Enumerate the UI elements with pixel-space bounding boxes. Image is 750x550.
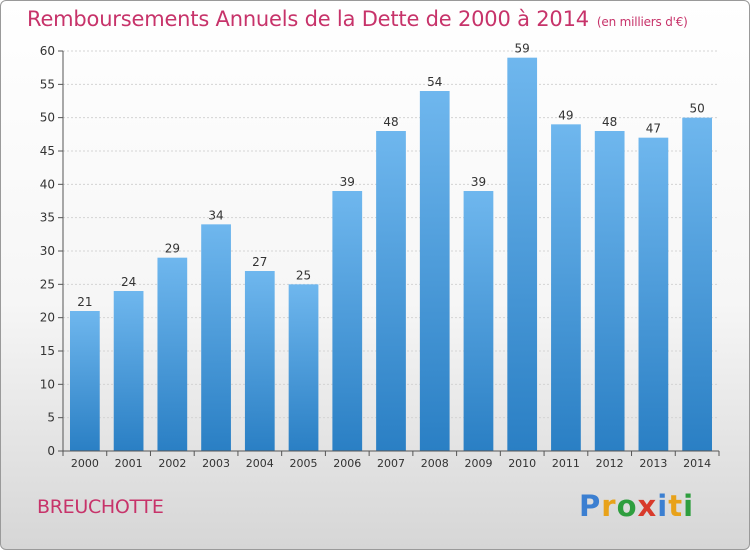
y-tick-label: 55: [40, 77, 55, 91]
y-tick-label: 5: [47, 411, 55, 425]
data-label-2013: 47: [646, 122, 661, 136]
data-label-2000: 21: [77, 295, 92, 309]
proxiti-logo: Proxiti: [579, 489, 694, 523]
data-label-2014: 50: [689, 102, 704, 116]
bar-2014: [682, 117, 713, 452]
y-tick-label: 20: [40, 311, 55, 325]
y-tick-label: 45: [40, 144, 55, 158]
data-label-2006: 39: [340, 175, 355, 189]
x-tick-label: 2009: [464, 457, 492, 470]
logo-letter: P: [579, 489, 602, 523]
bar-2012: [594, 131, 625, 451]
data-label-2007: 48: [383, 115, 398, 129]
bar-2008: [419, 91, 450, 451]
bar-2002: [157, 257, 188, 451]
y-axis: 0 5 10 15 20 25 30 35 40 45 50 55 60: [40, 44, 64, 458]
x-tick-label: 2000: [71, 457, 99, 470]
y-tick-label: 35: [40, 211, 55, 225]
y-tick-label: 30: [40, 244, 55, 258]
x-tick-label: 2005: [290, 457, 318, 470]
bar-2003: [201, 224, 231, 451]
bar-2007: [376, 131, 406, 451]
x-tick-label: 2003: [202, 457, 230, 470]
x-tick-label: 2014: [683, 457, 711, 470]
x-tick-label: 2006: [333, 457, 361, 470]
x-tick-label: 2012: [596, 457, 624, 470]
bar-2010: [507, 57, 538, 452]
bar-2001: [113, 291, 144, 451]
y-tick-label: 0: [47, 444, 55, 458]
commune-name: BREUCHOTTE: [37, 496, 164, 518]
bar-2011: [551, 124, 581, 451]
logo-letter: t: [668, 489, 684, 523]
data-label-2009: 39: [471, 175, 486, 189]
bar-2006: [332, 191, 363, 451]
bar-2013: [638, 137, 669, 451]
logo-letter: o: [616, 489, 638, 523]
data-label-2010: 59: [515, 42, 530, 56]
logo-letter: x: [637, 489, 658, 523]
data-label-2011: 49: [558, 108, 573, 122]
data-label-2002: 29: [165, 242, 180, 256]
x-tick-label: 2010: [508, 457, 536, 470]
data-label-2003: 34: [208, 208, 223, 222]
data-label-2004: 27: [252, 255, 267, 269]
y-tick-label: 25: [40, 277, 55, 291]
chart-unit: (en milliers d'€): [596, 15, 688, 29]
y-tick-label: 50: [40, 111, 55, 125]
data-label-2001: 24: [121, 275, 136, 289]
y-tick-label: 60: [40, 44, 55, 58]
bar-2009: [463, 191, 494, 451]
logo-letter: i: [657, 489, 669, 523]
bars: 21 24 29 34 27 25 39 48 54 39 59 49 48 47 50: [69, 42, 713, 452]
bar-2005: [288, 284, 319, 451]
x-tick-label: 2002: [158, 457, 186, 470]
data-label-2012: 48: [602, 115, 617, 129]
bar-2000: [69, 311, 100, 451]
y-tick-label: 10: [40, 377, 55, 391]
bar-2004: [244, 271, 275, 451]
x-tick-label: 2004: [246, 457, 274, 470]
y-tick-label: 15: [40, 344, 55, 358]
data-label-2008: 54: [427, 75, 442, 89]
x-tick-label: 2008: [421, 457, 449, 470]
x-tick-label: 2001: [115, 457, 143, 470]
data-label-2005: 25: [296, 268, 311, 282]
y-tick-label: 40: [40, 177, 55, 191]
x-tick-label: 2007: [377, 457, 405, 470]
x-axis: 2000 2001 2002 2003 2004 2005 2006 2007 2008 2009…: [62, 450, 720, 470]
logo-letter: i: [683, 489, 695, 523]
x-tick-label: 2011: [552, 457, 580, 470]
chart-title: Remboursements Annuels de la Dette de 20…: [27, 7, 688, 31]
x-tick-label: 2013: [639, 457, 667, 470]
logo-letter: r: [601, 489, 617, 523]
